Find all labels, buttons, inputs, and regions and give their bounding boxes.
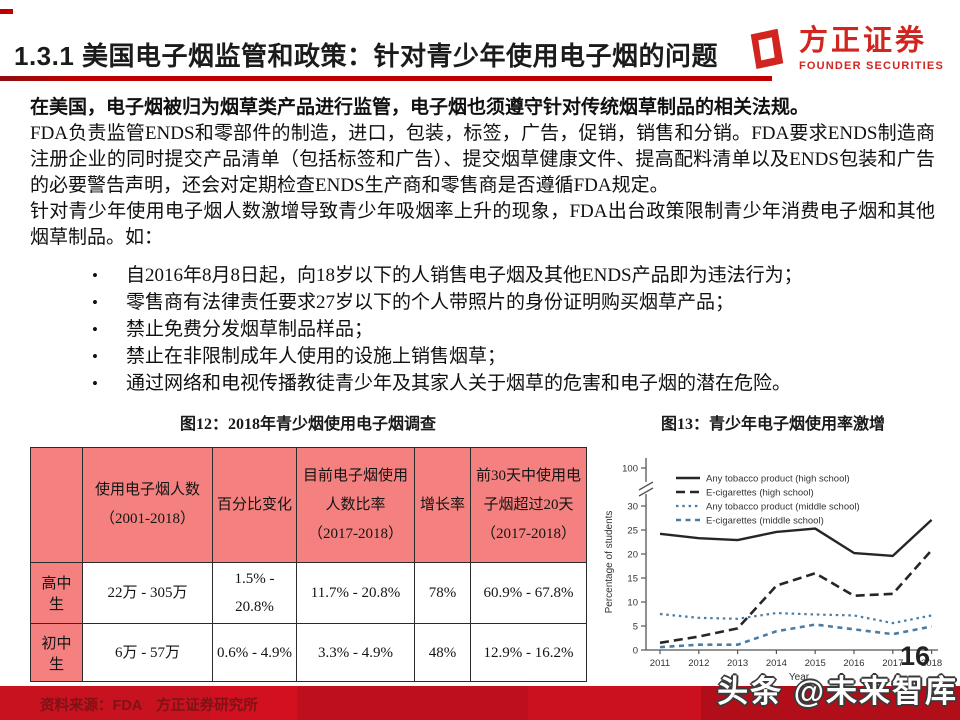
svg-text:Any tobacco product (high scho: Any tobacco product (high school) <box>706 474 850 485</box>
table-cell: 78% <box>414 562 471 624</box>
svg-text:2018: 2018 <box>921 658 942 669</box>
corner-accent-bar <box>0 9 13 14</box>
fig12-caption: 图12：2018年青少烟使用电子烟调查 <box>179 416 436 433</box>
bullet-text: 通过网络和电视传播教徒青少年及其家人关于烟草的危害和电子烟的潜在危险。 <box>126 373 792 394</box>
svg-text:2017: 2017 <box>882 658 903 669</box>
table-cell: 60.9% - 67.8% <box>470 562 587 624</box>
fig13-line-chart: 0 5 10 15 20 25 30 100 2011 2012 2013 2014 2015 2016 2… <box>596 444 950 692</box>
table-header-cell: 增长率 <box>414 447 471 563</box>
svg-text:100: 100 <box>622 464 638 475</box>
table-cell: 12.9% - 16.2% <box>470 623 587 682</box>
bullet-text: 禁止在非限制成年人使用的设施上销售烟草； <box>126 346 507 367</box>
svg-text:2011: 2011 <box>650 658 670 669</box>
svg-text:15: 15 <box>627 574 638 585</box>
bullet-text: 禁止免费分发烟草制品样品； <box>126 319 374 340</box>
table-cell: 1.5% - 20.8% <box>212 562 297 624</box>
bullet-text: 自2016年8月8日起，向18岁以下的人销售电子烟及其他ENDS产品即为违法行为… <box>126 265 803 286</box>
table-row: 高中生 22万 - 305万 1.5% - 20.8% 11.7% - 20.8… <box>30 562 587 624</box>
svg-text:2013: 2013 <box>727 658 748 669</box>
header-rule <box>0 76 772 81</box>
svg-text:2015: 2015 <box>805 658 826 669</box>
paragraph-youth: 针对青少年使用电子烟人数激增导致青少年吸烟率上升的现象，FDA出台政策限制青少年… <box>30 201 935 248</box>
page-number: 16 <box>900 641 931 671</box>
table-cell: 11.7% - 20.8% <box>296 562 415 624</box>
table-header-row: 使用电子烟人数（2001-2018） 百分比变化 目前电子烟使用人数比率（201… <box>30 447 587 563</box>
table-header-cell: 目前电子烟使用人数比率（2017-2018） <box>296 447 415 563</box>
row-label: 初中生 <box>30 623 83 682</box>
svg-text:20: 20 <box>627 550 638 561</box>
list-item: 零售商有法律责任要求27岁以下的个人带照片的身份证明购买烟草产品； <box>92 289 935 316</box>
logo-text: 方正证券 FOUNDER SECURITIES <box>799 27 944 72</box>
watermark: 头条 @未来智库 <box>717 674 958 709</box>
logo-name: 方正证券 <box>798 25 927 57</box>
svg-text:Any tobacco product (middle sc: Any tobacco product (middle school) <box>706 502 860 513</box>
page-title: 1.3.1 美国电子烟监管和政策：针对青少年使用电子烟的问题 <box>14 41 719 71</box>
svg-text:30: 30 <box>627 502 638 513</box>
lead-paragraph: 在美国，电子烟被归为烟草类产品进行监管，电子烟也须遵守针对传统烟草制品的相关法规… <box>30 97 810 118</box>
table-cell: 22万 - 305万 <box>82 562 213 624</box>
fig13-caption: 图13：青少年电子烟使用率激增 <box>660 416 885 433</box>
svg-text:E-cigarettes (high school): E-cigarettes (high school) <box>706 488 814 499</box>
svg-text:25: 25 <box>627 526 638 537</box>
source-note: 资料来源：FDA 方正证券研究所 <box>40 698 258 714</box>
bullet-text: 零售商有法律责任要求27岁以下的个人带照片的身份证明购买烟草产品； <box>126 292 735 313</box>
svg-text:0: 0 <box>633 646 638 657</box>
table-cell: 3.3% - 4.9% <box>296 623 415 682</box>
svg-text:10: 10 <box>627 598 638 609</box>
row-label: 高中生 <box>30 562 83 624</box>
svg-text:Year: Year <box>789 672 810 683</box>
table-cell: 6万 - 57万 <box>82 623 213 682</box>
table-header-cell <box>30 447 83 563</box>
svg-text:Percentage of students: Percentage of students <box>604 511 615 614</box>
list-item: 通过网络和电视传播教徒青少年及其家人关于烟草的危害和电子烟的潜在危险。 <box>92 370 935 397</box>
table-row: 初中生 6万 - 57万 0.6% - 4.9% 3.3% - 4.9% 48%… <box>30 623 587 682</box>
founder-logo-icon <box>744 24 790 75</box>
table-header-cell: 使用电子烟人数（2001-2018） <box>82 447 213 563</box>
table-cell: 0.6% - 4.9% <box>212 623 297 682</box>
svg-text:E-cigarettes (middle school): E-cigarettes (middle school) <box>706 516 824 527</box>
list-item: 自2016年8月8日起，向18岁以下的人销售电子烟及其他ENDS产品即为违法行为… <box>92 262 935 289</box>
founder-securities-logo: 方正证券 FOUNDER SECURITIES <box>744 24 944 75</box>
svg-text:2016: 2016 <box>843 658 864 669</box>
logo-subtitle: FOUNDER SECURITIES <box>798 60 944 72</box>
svg-text:5: 5 <box>633 622 638 633</box>
table-cell: 48% <box>414 623 471 682</box>
table-header-cell: 前30天中使用电子烟超过20天（2017-2018） <box>470 447 587 563</box>
svg-text:2012: 2012 <box>688 658 709 669</box>
list-item: 禁止免费分发烟草制品样品； <box>92 316 935 343</box>
policy-bullet-list: 自2016年8月8日起，向18岁以下的人销售电子烟及其他ENDS产品即为违法行为… <box>30 262 935 397</box>
table-header-cell: 百分比变化 <box>212 447 297 563</box>
body-text-block: 在美国，电子烟被归为烟草类产品进行监管，电子烟也须遵守针对传统烟草制品的相关法规… <box>30 95 935 397</box>
fig12-survey-table: 使用电子烟人数（2001-2018） 百分比变化 目前电子烟使用人数比率（201… <box>30 447 587 682</box>
list-item: 禁止在非限制成年人使用的设施上销售烟草； <box>92 343 935 370</box>
footer-band: 资料来源：FDA 方正证券研究所 <box>0 686 960 720</box>
paragraph-fda: FDA负责监管ENDS和零部件的制造，进口，包装，标签，广告，促销，销售和分销。… <box>30 123 935 196</box>
svg-text:2014: 2014 <box>766 658 787 669</box>
